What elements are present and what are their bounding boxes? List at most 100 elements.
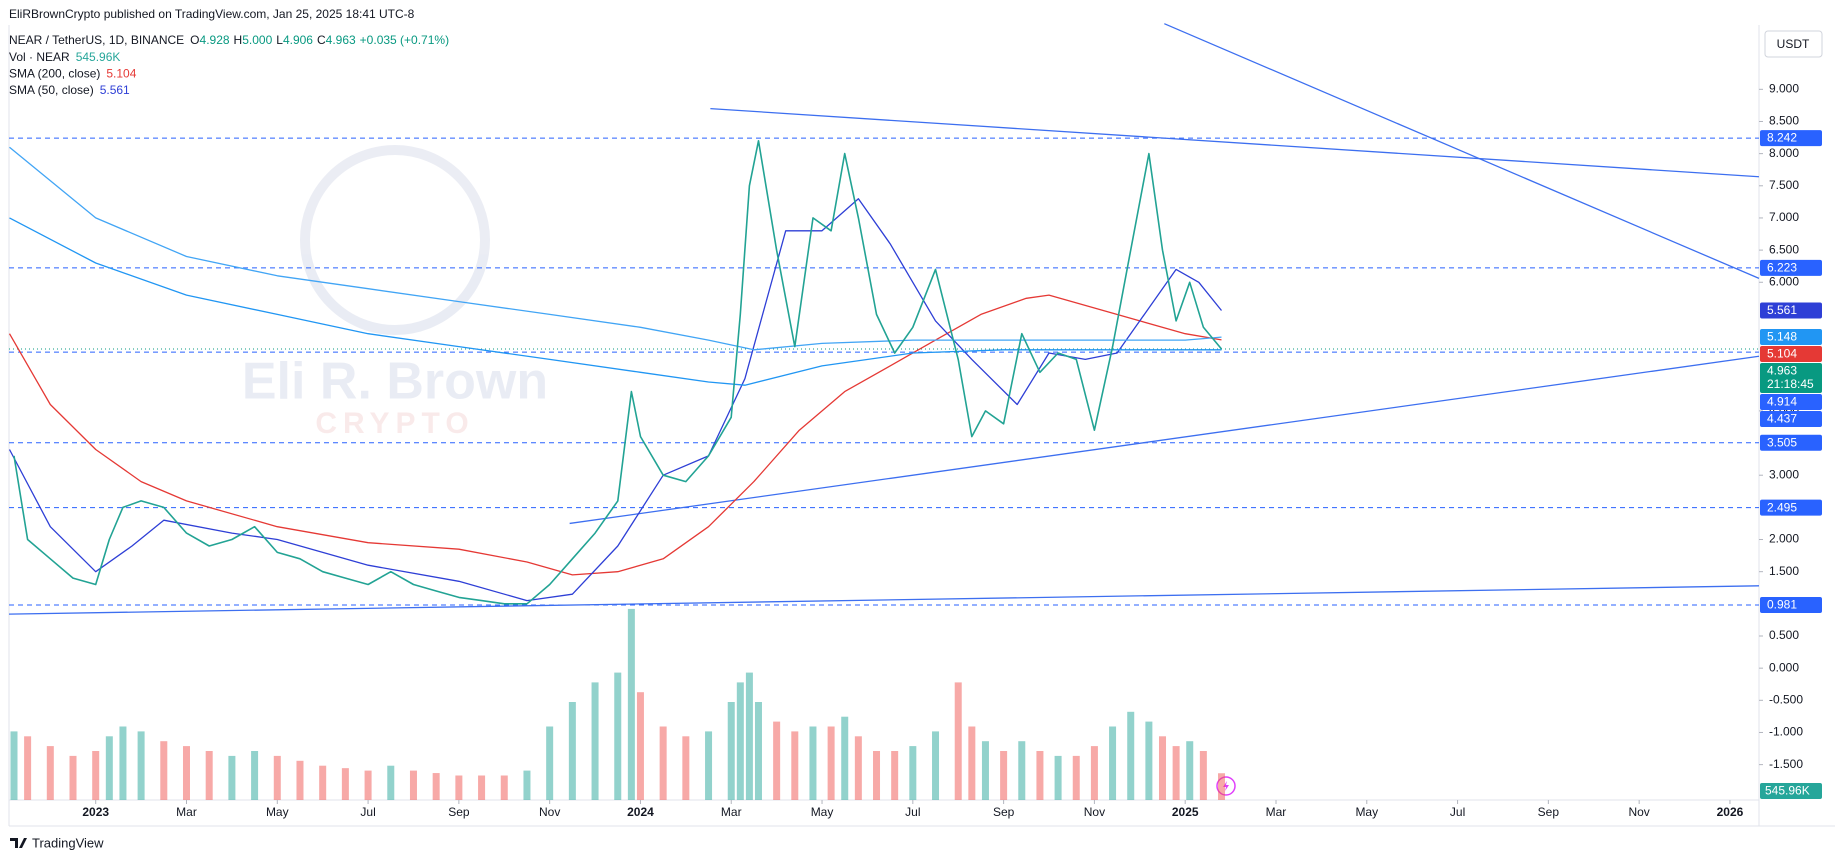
volume-bar bbox=[909, 746, 917, 800]
volume-bar bbox=[137, 731, 145, 800]
indicator-line bbox=[8, 198, 1223, 602]
price-tag bbox=[1760, 130, 1822, 147]
volume-bar bbox=[1199, 751, 1207, 800]
trendline bbox=[569, 355, 1760, 525]
volume-bar bbox=[1090, 746, 1098, 800]
indicator-name: SMA (50, close) bbox=[9, 83, 94, 97]
symbol: NEAR / TetherUS, 1D, BINANCE bbox=[9, 33, 184, 47]
ohlc-value: 4.906 bbox=[283, 33, 313, 47]
volume-bar bbox=[455, 775, 463, 800]
currency-box[interactable] bbox=[1764, 30, 1823, 58]
x-tick-label: 2026 bbox=[1717, 805, 1744, 819]
x-tick-label: Sep bbox=[448, 805, 470, 819]
y-tick-label: 1.500 bbox=[1769, 564, 1799, 578]
price-tag-label: 8.242 bbox=[1767, 131, 1797, 145]
price-tag bbox=[1760, 302, 1822, 319]
volume-bar bbox=[854, 736, 862, 800]
volume-bar bbox=[160, 741, 168, 800]
volume-bar bbox=[873, 751, 881, 800]
volume-bar bbox=[627, 608, 635, 800]
indicator-value: 5.561 bbox=[100, 83, 130, 97]
x-tick-label: Nov bbox=[1084, 805, 1105, 819]
x-tick-label: Nov bbox=[539, 805, 560, 819]
volume-bar bbox=[736, 682, 744, 800]
volume-bar bbox=[10, 731, 18, 800]
volume-bar bbox=[273, 755, 281, 800]
volume-bar bbox=[568, 702, 576, 800]
volume-bar bbox=[92, 751, 100, 800]
volume-bar bbox=[809, 726, 817, 800]
volume-bar bbox=[754, 702, 762, 800]
symbol-legend: NEAR / TetherUS, 1D, BINANCE O4.928 H5.000… bbox=[9, 33, 449, 47]
ohlc-value: 4.928 bbox=[200, 33, 230, 47]
volume-bar bbox=[228, 755, 236, 800]
price-tag bbox=[1760, 363, 1822, 394]
y-tick-label: 6.000 bbox=[1769, 274, 1799, 288]
volume-bar bbox=[1000, 751, 1008, 800]
volume-bar bbox=[319, 765, 327, 800]
volume-bar bbox=[69, 755, 77, 800]
volume-bar bbox=[296, 760, 304, 800]
price-tag-label: 5.104 bbox=[1767, 347, 1797, 361]
volume-bar bbox=[827, 726, 835, 800]
lightning-bolt bbox=[1223, 781, 1229, 791]
volume-bar bbox=[791, 731, 799, 800]
volume-bar bbox=[205, 751, 213, 800]
price-tag-label: 4.914 bbox=[1767, 395, 1797, 409]
volume-bar bbox=[841, 716, 849, 800]
y-tick-label: 9.000 bbox=[1769, 81, 1799, 95]
price-tag bbox=[1760, 411, 1822, 428]
price-tag bbox=[1760, 597, 1822, 614]
volume-bar bbox=[891, 751, 899, 800]
y-tick-label: 7.500 bbox=[1769, 178, 1799, 192]
price-tag bbox=[1760, 434, 1822, 451]
volume-bar bbox=[1018, 741, 1026, 800]
x-tick-label: 2024 bbox=[627, 805, 654, 819]
indicator-legend: SMA (50, close) 5.561 bbox=[9, 83, 130, 97]
trendline bbox=[8, 585, 1760, 615]
volume-bar bbox=[182, 746, 190, 800]
price-tag-label: 6.223 bbox=[1767, 261, 1797, 275]
y-tick-label: 7.000 bbox=[1769, 210, 1799, 224]
trendline bbox=[710, 107, 1760, 178]
y-tick-label: 6.500 bbox=[1769, 242, 1799, 256]
price-tag-label: 4.437 bbox=[1767, 412, 1797, 426]
volume-bar bbox=[636, 692, 644, 800]
volume-bar bbox=[251, 751, 259, 800]
volume-bar bbox=[932, 731, 940, 800]
volume-bar bbox=[119, 726, 127, 800]
volume-bar bbox=[1159, 736, 1167, 800]
volume-bar bbox=[1218, 773, 1226, 800]
volume-bar bbox=[387, 765, 395, 800]
price-tag bbox=[1760, 346, 1822, 363]
volume-bar bbox=[46, 746, 54, 800]
x-tick-label: Jul bbox=[905, 805, 920, 819]
price-tag bbox=[1760, 329, 1822, 346]
indicator-value: 5.104 bbox=[106, 67, 136, 81]
currency: USDT bbox=[1777, 37, 1810, 51]
footer-brand: TradingView bbox=[32, 835, 104, 850]
price-tag-label: 4.963 bbox=[1767, 364, 1797, 378]
volume-bar bbox=[432, 773, 440, 800]
watermark: Eli R. Brown CRYPTO bbox=[242, 145, 548, 440]
price-tag bbox=[1760, 394, 1822, 411]
indicator-line bbox=[9, 217, 1222, 386]
volume-bar bbox=[591, 682, 599, 800]
volume-bar bbox=[981, 741, 989, 800]
price-tag-label: 5.561 bbox=[1767, 303, 1797, 317]
footer-logo: TradingView bbox=[10, 835, 104, 850]
volume-bar bbox=[478, 775, 486, 800]
volume-tag-label: 545.96K bbox=[1765, 784, 1810, 798]
x-tick-label: Nov bbox=[1628, 805, 1649, 819]
volume-bar bbox=[341, 768, 349, 800]
volume-bar bbox=[1145, 721, 1153, 800]
volume-bar bbox=[500, 775, 508, 800]
x-tick-label: Mar bbox=[176, 805, 197, 819]
volume-bar bbox=[523, 770, 531, 800]
indicator-value: 545.96K bbox=[76, 50, 121, 64]
price-tag bbox=[1760, 259, 1822, 276]
watermark-name: Eli R. Brown bbox=[242, 353, 548, 411]
